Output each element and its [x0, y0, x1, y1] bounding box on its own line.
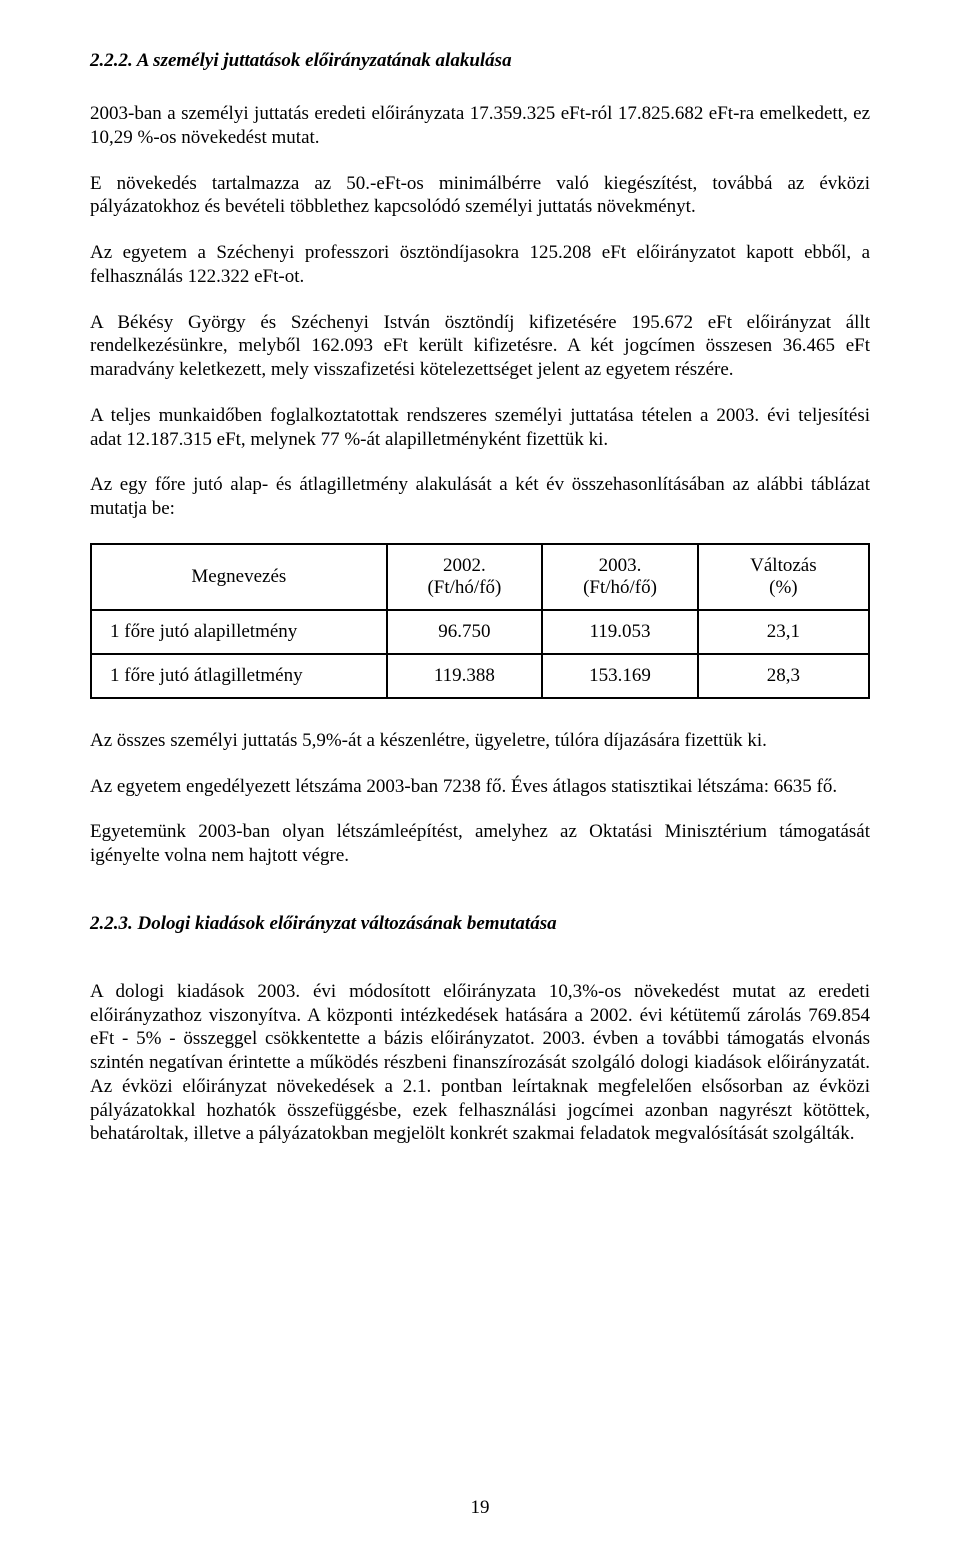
paragraph: E növekedés tartalmazza az 50.-eFt-os mi…	[90, 172, 870, 220]
paragraph: Az egyetem engedélyezett létszáma 2003-b…	[90, 775, 870, 799]
paragraph: A dologi kiadások 2003. évi módosított e…	[90, 980, 870, 1146]
paragraph: Az összes személyi juttatás 5,9%-át a ké…	[90, 729, 870, 753]
table-cell: 1 főre jutó alapilletmény	[91, 610, 387, 654]
table-cell: 119.388	[387, 654, 543, 698]
table-row: 1 főre jutó alapilletmény 96.750 119.053…	[91, 610, 869, 654]
header-label: 2003.	[599, 555, 642, 576]
table-cell: 1 főre jutó átlagilletmény	[91, 654, 387, 698]
paragraph: Egyetemünk 2003-ban olyan létszámleépíté…	[90, 820, 870, 868]
header-label: (Ft/hó/fő)	[427, 577, 501, 598]
salary-table: Megnevezés 2002. (Ft/hó/fő) 2003. (Ft/hó…	[90, 543, 870, 699]
table-cell: 28,3	[698, 654, 869, 698]
paragraph: Az egyetem a Széchenyi professzori ösztö…	[90, 241, 870, 289]
table-row: 1 főre jutó átlagilletmény 119.388 153.1…	[91, 654, 869, 698]
paragraph: A teljes munkaidőben foglalkoztatottak r…	[90, 404, 870, 452]
table-header-cell: Megnevezés	[91, 544, 387, 610]
paragraph: A Békésy György és Széchenyi István öszt…	[90, 311, 870, 382]
section-heading-223: 2.2.3. Dologi kiadások előirányzat válto…	[90, 913, 870, 935]
table-cell: 119.053	[542, 610, 698, 654]
document-page: 2.2.2. A személyi juttatások előirányzat…	[0, 0, 960, 1549]
header-label: Megnevezés	[191, 566, 286, 587]
paragraph: Az egy főre jutó alap- és átlagilletmény…	[90, 473, 870, 521]
paragraph: 2003-ban a személyi juttatás eredeti elő…	[90, 102, 870, 150]
table-header-cell: 2002. (Ft/hó/fő)	[387, 544, 543, 610]
table-cell: 96.750	[387, 610, 543, 654]
section-heading-222: 2.2.2. A személyi juttatások előirányzat…	[90, 50, 870, 72]
table-header-cell: 2003. (Ft/hó/fő)	[542, 544, 698, 610]
table-header-cell: Változás (%)	[698, 544, 869, 610]
header-label: Változás	[750, 555, 816, 576]
table-cell: 153.169	[542, 654, 698, 698]
header-label: (Ft/hó/fő)	[583, 577, 657, 598]
header-label: (%)	[769, 577, 797, 598]
header-label: 2002.	[443, 555, 486, 576]
table-header-row: Megnevezés 2002. (Ft/hó/fő) 2003. (Ft/hó…	[91, 544, 869, 610]
page-number: 19	[0, 1497, 960, 1519]
table-cell: 23,1	[698, 610, 869, 654]
